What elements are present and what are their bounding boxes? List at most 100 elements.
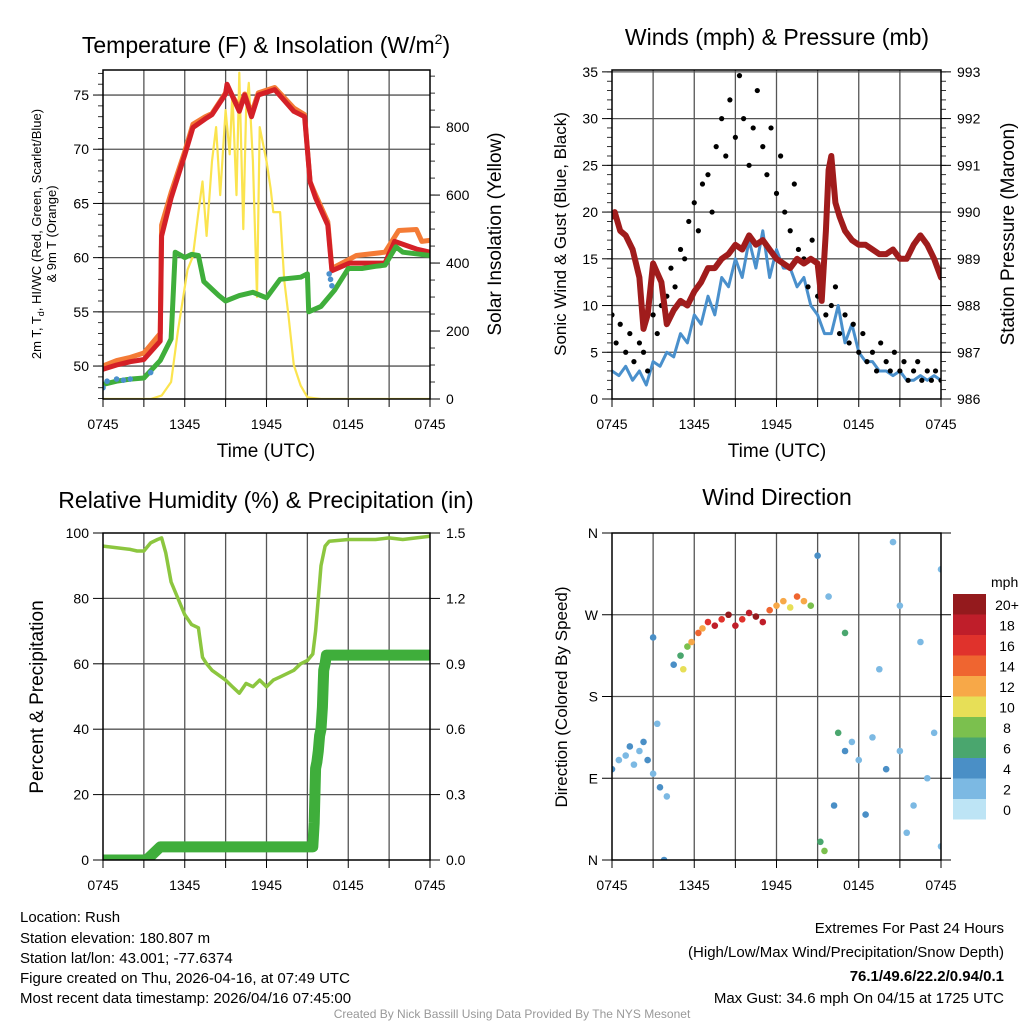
relative-humidity-line [103, 534, 430, 695]
y-tick-label: 100 [66, 525, 90, 541]
humidity-series [103, 534, 430, 860]
y-tick-label: 60 [73, 250, 89, 266]
extremes-values: 76.1/49.6/22.2/0.94/0.1 [850, 968, 1004, 985]
insolation-y-label: Solar Insolation (Yellow) [485, 132, 506, 335]
wind-direction-point [896, 602, 904, 609]
y-tick-label: 20 [73, 787, 89, 803]
precipitation-line [103, 649, 430, 860]
location-text: Location: Rush [20, 909, 120, 926]
legend-label: 0 [1003, 802, 1011, 818]
wind-direction-point [937, 843, 941, 850]
wind-direction-point [855, 756, 863, 764]
x-tick-label: 0745 [414, 877, 445, 893]
y-right-tick-label: 400 [446, 255, 470, 271]
gust-point [860, 330, 866, 337]
y-right-tick-label: 0.0 [446, 852, 466, 868]
wind-direction-point [684, 643, 691, 650]
extremes-subheading: (High/Low/Max Wind/Precipitation/Snow De… [688, 944, 1004, 961]
winds-x-label: Time (UTC) [728, 441, 827, 462]
hi-wc-point [104, 378, 110, 385]
y-tick-label: W [585, 607, 599, 623]
wind-direction-point [670, 661, 677, 669]
wind-direction-point [752, 613, 760, 620]
wind-direction-point [869, 734, 876, 741]
legend-swatch [953, 635, 986, 656]
hi-wc-point [120, 377, 127, 383]
x-tick-label: 1345 [169, 877, 200, 893]
y-tick-label: 25 [582, 157, 598, 173]
gust-point [795, 246, 802, 253]
gust-point [760, 144, 766, 150]
legend-label: 8 [1003, 720, 1011, 736]
wind-direction-point [848, 738, 856, 746]
wind-direction-point [679, 665, 687, 673]
latlon-text: Station lat/lon: 43.001; -77.6374 [20, 950, 233, 967]
wind-direction-point [644, 756, 651, 764]
gust-point [654, 330, 660, 337]
y-tick-label: 55 [73, 304, 89, 320]
gust-point [645, 368, 651, 374]
gust-point [791, 181, 797, 187]
gust-point [713, 144, 719, 150]
gust-point [623, 349, 629, 355]
gust-point [668, 265, 674, 271]
y-tick-label: S [589, 689, 598, 705]
x-tick-label: 0745 [414, 416, 445, 432]
wind-direction-chart-title: Wind Direction [702, 484, 852, 510]
x-tick-label: 1345 [169, 416, 200, 432]
hi-wc-point [329, 283, 335, 289]
y-tick-label: 80 [73, 590, 89, 606]
wind-direction-point [725, 611, 732, 619]
wind-direction-point [766, 606, 773, 614]
wind-direction-point [876, 665, 883, 673]
x-tick-label: 0145 [333, 877, 364, 893]
y-tick-label: 0 [81, 852, 89, 868]
gust-point [932, 368, 939, 374]
legend-swatch [953, 614, 986, 635]
y-right-tick-label: 0.9 [446, 656, 466, 672]
legend-swatch [953, 676, 986, 697]
x-tick-label: 0145 [843, 877, 874, 893]
gust-point [719, 116, 725, 122]
legend-label: 14 [999, 659, 1015, 675]
wind-direction-point [704, 618, 712, 626]
hi-wc-point [147, 369, 154, 376]
y-tick-label: 10 [582, 298, 598, 314]
x-tick-label: 0745 [87, 416, 118, 432]
gust-point [709, 209, 715, 215]
y-right-tick-label: 1.2 [446, 590, 466, 606]
wind-direction-point [711, 622, 719, 629]
solar-insolation-line [103, 71, 430, 399]
x-tick-label: 0745 [87, 877, 118, 893]
gust-point [705, 172, 711, 178]
wind-direction-point [738, 615, 746, 623]
gust-point [768, 125, 774, 131]
pressure-y-label: Station Pressure (Maroon) [998, 123, 1019, 346]
x-tick-label: 1345 [679, 416, 710, 432]
gust-point [682, 256, 688, 262]
wind-direction-point [841, 629, 849, 637]
gust-point [846, 340, 852, 346]
legend-swatch [953, 655, 986, 676]
temperature-x-label: Time (UTC) [217, 441, 316, 462]
gust-point [905, 377, 911, 383]
wind-direction-point [649, 634, 657, 641]
y-right-tick-label: 986 [957, 391, 981, 407]
wind-direction-plot: 0745 1345 1945 0145 0745 N E S W N [585, 525, 957, 893]
gust-point [672, 284, 678, 290]
legend-swatch [953, 737, 986, 758]
winds-chart-title: Winds (mph) & Pressure (mb) [625, 24, 929, 50]
y-tick-label: 60 [73, 656, 89, 672]
x-tick-label: 1945 [761, 416, 792, 432]
legend-label: 12 [999, 679, 1015, 695]
wind-direction-point [718, 615, 725, 623]
gust-point [636, 340, 643, 346]
recent-timestamp-text: Most recent data timestamp: 2026/04/16 0… [20, 990, 351, 1007]
gust-point [873, 368, 880, 374]
y-tick-label: 5 [590, 344, 598, 360]
legend-label: 10 [999, 700, 1015, 716]
figure-created-text: Figure created on Thu, 2026-04-16, at 07… [20, 970, 350, 987]
wind-direction-point [688, 638, 695, 646]
wind-direction-point [889, 538, 897, 546]
gust-point [686, 218, 692, 225]
